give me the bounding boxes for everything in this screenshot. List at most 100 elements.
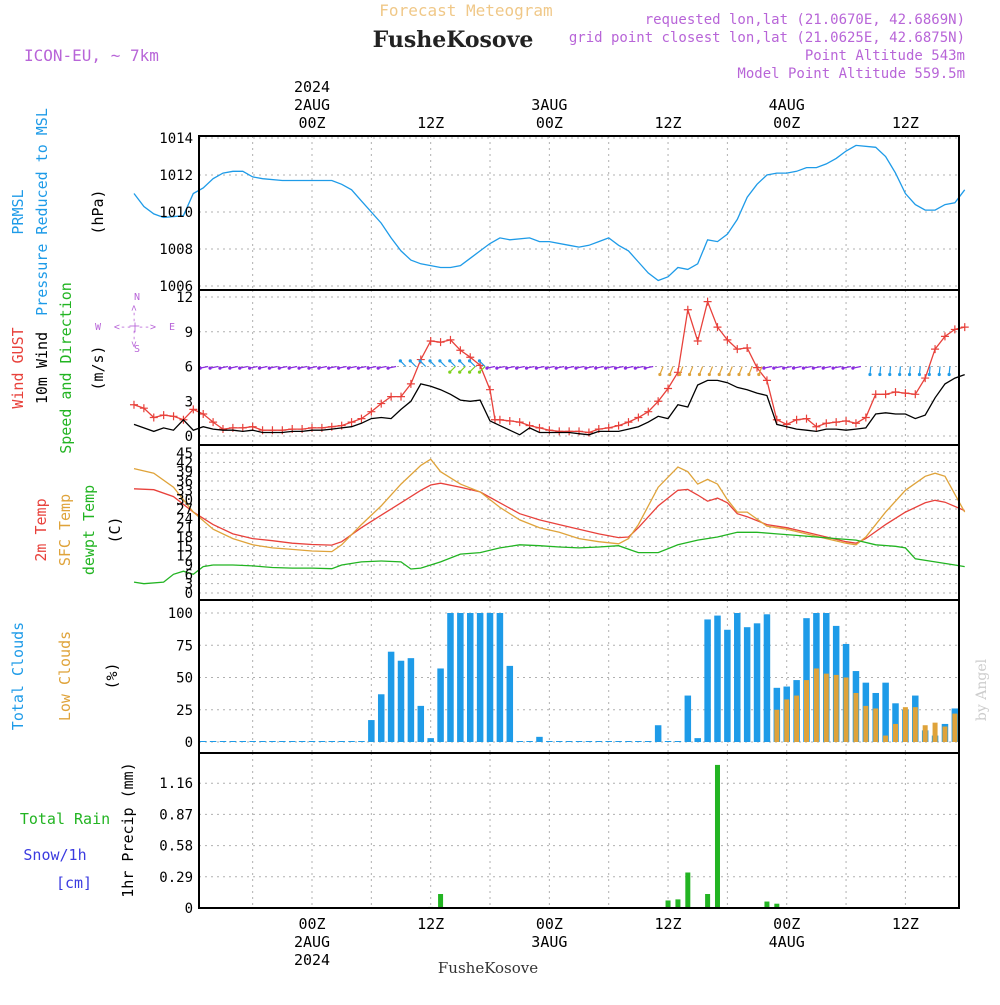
temp-axis-label: 2m Temp: [32, 498, 50, 561]
bar: [774, 709, 780, 742]
bar-baseline: [585, 741, 593, 742]
gust-marker: [565, 427, 574, 436]
y-tick-label: 0: [185, 429, 193, 445]
gust-marker: [515, 418, 524, 427]
y-tick-label: 100: [168, 606, 193, 622]
compass-arrows: <--|-->: [114, 322, 156, 333]
bar-baseline: [308, 741, 316, 742]
y-tick-label: 50: [176, 671, 193, 687]
bar-baseline: [615, 741, 622, 742]
marks-layer: [129, 144, 969, 908]
bar-baseline: [348, 741, 355, 742]
gust-marker: [199, 409, 208, 418]
panel-frame: [198, 752, 960, 909]
gust-marker: [851, 419, 860, 428]
station-title: FusheKosove: [373, 27, 534, 53]
bar: [882, 682, 889, 742]
bar: [853, 692, 859, 742]
clouds-axis-label: Low Clouds: [56, 631, 74, 721]
bar: [753, 623, 761, 742]
bar-baseline: [556, 741, 563, 742]
gust-marker: [159, 411, 168, 420]
time-label-bottom: 00Z: [298, 915, 325, 933]
wind-arrow-head: [737, 372, 741, 377]
gust-marker: [486, 385, 495, 394]
bar-baseline: [338, 741, 345, 742]
wind-arrow-head: [515, 366, 519, 370]
time-label-top: 12Z: [654, 114, 681, 132]
compass-label: N: [134, 292, 140, 303]
gust-marker: [614, 421, 623, 430]
wind-arrow-head: [604, 366, 608, 370]
y-tick-label: 9: [185, 558, 193, 574]
wind-arrow-head: [386, 366, 390, 370]
labels-layer: 1006100810101012101403691203691215182124…: [9, 78, 919, 969]
wind-arrow-head: [791, 366, 796, 370]
time-label-bottom: 12Z: [892, 915, 919, 933]
gust-marker: [812, 422, 821, 431]
temp-axis-label: SFC Temp: [56, 494, 74, 566]
wind-arrow-head: [448, 359, 452, 363]
gust-marker: [940, 332, 949, 341]
wind-arrow-head: [801, 366, 806, 370]
gust-marker: [753, 363, 762, 372]
bar-baseline: [674, 741, 682, 742]
wind-arrow-head: [888, 372, 892, 377]
wind-arrow-head: [356, 366, 360, 370]
bar: [912, 707, 918, 742]
closest-coords: grid point closest lon,lat (21.0625E, 42…: [569, 30, 965, 46]
bar-baseline: [249, 741, 256, 742]
wind-arrow-head: [898, 372, 902, 377]
time-label-top: 2024: [294, 78, 330, 96]
wind-arrow-head: [811, 366, 815, 370]
y-tick-label: 25: [176, 703, 193, 719]
pressure-axis-label: PRMSL: [9, 189, 27, 234]
wind-axis-label: (m/s): [89, 345, 107, 390]
bar: [427, 738, 434, 742]
bar: [942, 726, 948, 742]
pressure-axis-label: Pressure Reduced to MSL: [33, 108, 51, 316]
bar: [922, 725, 928, 742]
gust-marker: [209, 418, 218, 427]
y-tick-label: 12: [176, 549, 193, 565]
wind-arrow-head: [228, 366, 232, 370]
gust-marker: [189, 405, 198, 414]
gust-marker: [426, 337, 435, 346]
gust-marker: [535, 423, 544, 432]
wind-arrow-head: [584, 366, 588, 370]
wind-axis-label: 10m Wind: [33, 332, 51, 404]
wind-arrow-head: [418, 359, 422, 363]
gust-marker: [703, 297, 712, 306]
gust-marker: [624, 418, 633, 427]
gust-marker: [881, 390, 890, 399]
bar: [476, 613, 484, 742]
y-tick-label: 6: [185, 360, 193, 376]
gust-marker: [792, 415, 801, 424]
gust-marker: [387, 392, 396, 401]
wind-arrow-head: [366, 366, 370, 370]
bar-baseline: [298, 741, 306, 742]
wind-arrow-head: [643, 366, 647, 370]
gust-marker: [347, 418, 356, 427]
bar: [694, 738, 701, 742]
bar: [892, 703, 899, 742]
wind-arrow-head: [772, 366, 776, 370]
wind-arrow-head: [544, 366, 548, 370]
bar: [438, 894, 444, 908]
y-tick-label: 42: [176, 455, 193, 471]
temp-axis-label: (C): [106, 516, 124, 543]
wind-arrow-head: [613, 366, 618, 370]
wind-arrow-head: [218, 366, 222, 370]
wind-arrow-head: [782, 366, 786, 370]
gust-marker: [693, 337, 702, 346]
y-tick-label: 45: [176, 446, 193, 462]
gust-marker: [891, 387, 900, 396]
bar-baseline: [209, 741, 217, 742]
wind-arrow-head: [574, 366, 578, 370]
bar-baseline: [269, 741, 276, 742]
time-label-bottom: 12Z: [654, 915, 681, 933]
wind-arrow-head: [658, 372, 662, 377]
wind-arrow-head: [917, 372, 922, 377]
wind-arrow-head: [668, 372, 672, 377]
bar: [447, 613, 454, 742]
